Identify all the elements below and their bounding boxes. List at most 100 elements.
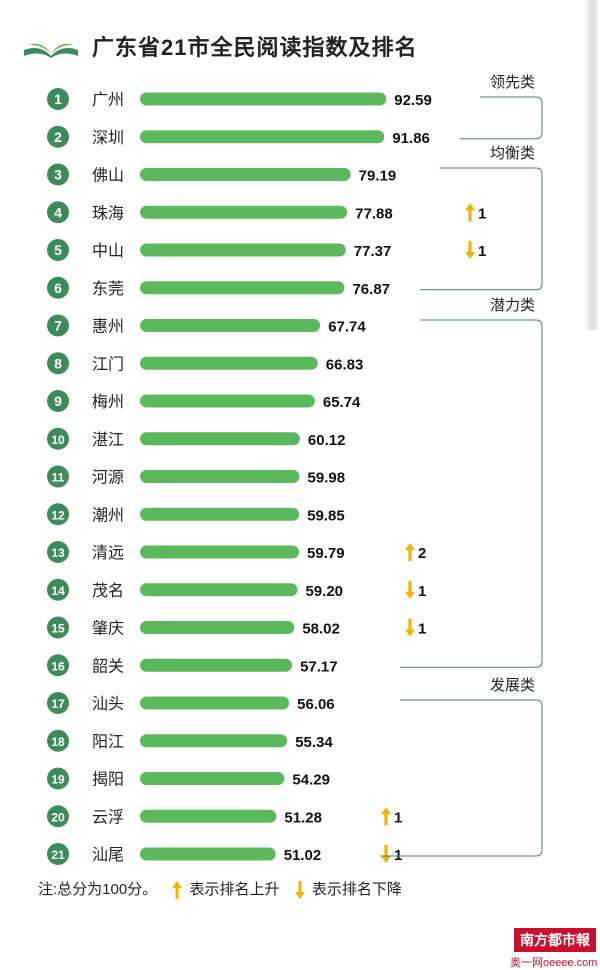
rank-number: 20 (51, 810, 65, 824)
city-label: 江门 (92, 355, 124, 373)
value-label: 60.12 (308, 432, 346, 449)
rank-number: 5 (54, 242, 62, 258)
bar (140, 319, 321, 332)
group-label: 潜力类 (490, 297, 535, 314)
rank-badge (47, 427, 69, 450)
bar (140, 356, 318, 370)
group-label: 领先类 (490, 74, 535, 91)
bar-chart: 1 广州 92.592 深圳 91.863 佛山 79.194 珠海 77.88 15 中山 77.3… (47, 74, 543, 865)
rank-change-value: 2 (418, 545, 426, 562)
value-label: 77.88 (355, 205, 393, 222)
rank-badge (47, 314, 69, 337)
city-label: 韶关 (92, 657, 124, 675)
rank-number: 21 (51, 848, 65, 862)
rank-badge (47, 616, 69, 639)
up-arrow-icon (172, 881, 183, 900)
bar (140, 809, 277, 823)
rank-number: 6 (54, 280, 62, 296)
rank-change-value: 1 (418, 621, 426, 638)
group-bracket (380, 699, 543, 857)
rank-badge (47, 239, 69, 261)
brand-watermark: 南方都市報 奥一网oeeee.com (510, 928, 598, 970)
value-label: 79.19 (359, 168, 397, 185)
city-label: 佛山 (92, 167, 124, 185)
bar (140, 470, 300, 483)
value-label: 76.87 (352, 281, 390, 298)
bar (140, 92, 387, 106)
rank-badge (47, 767, 69, 790)
bar (140, 847, 276, 861)
rank-change-value: 1 (478, 205, 486, 222)
rank-badge (47, 276, 69, 299)
city-label: 云浮 (92, 808, 124, 826)
rank-up-arrow-icon (465, 203, 475, 222)
value-label: 77.37 (354, 243, 392, 260)
rank-change-value: 1 (394, 809, 402, 826)
rank-badge (47, 805, 69, 828)
group-bracket (400, 319, 543, 668)
open-book-icon (24, 43, 78, 58)
footnote-down-label: 表示排名下降 (311, 881, 402, 898)
value-label: 67.74 (328, 319, 366, 336)
city-label: 阳江 (92, 733, 124, 751)
rank-number: 1 (54, 91, 62, 107)
brand-logo: 南方都市報 (514, 928, 596, 952)
value-label: 54.29 (292, 772, 330, 789)
rank-number: 2 (54, 129, 62, 145)
bar (140, 243, 346, 257)
bar (140, 394, 315, 408)
rank-change-value: 1 (418, 583, 426, 600)
bar (140, 432, 300, 446)
value-label: 92.59 (394, 92, 432, 109)
rank-number: 4 (54, 204, 62, 220)
rank-down-arrow-icon (381, 845, 391, 863)
rank-number: 14 (51, 584, 65, 598)
bar (140, 772, 285, 785)
rank-up-arrow-icon (381, 807, 391, 826)
city-label: 肇庆 (92, 620, 124, 638)
brand-sub: 奥一网oeeee.com (510, 957, 598, 969)
rank-number: 15 (51, 622, 65, 636)
rank-badge (47, 692, 69, 714)
rank-number: 17 (51, 697, 65, 711)
rank-badge (47, 843, 69, 865)
rank-number: 18 (51, 735, 65, 749)
bar (140, 205, 348, 219)
value-label: 58.02 (302, 621, 340, 638)
rank-badge (47, 163, 69, 186)
rank-down-arrow-icon (465, 241, 475, 259)
rank-badge (47, 541, 69, 563)
value-label: 51.28 (284, 809, 322, 826)
footnote: 注:总分为100分。 表示排名上升 表示排名下降 (38, 878, 402, 900)
footnote-prefix: 注:总分为100分。 (38, 881, 158, 898)
value-label: 55.34 (295, 734, 333, 751)
city-label: 揭阳 (92, 771, 124, 789)
bar (140, 168, 351, 181)
city-label: 茂名 (92, 582, 124, 600)
city-label: 清远 (92, 544, 124, 562)
rank-badge (47, 352, 69, 375)
value-label: 91.86 (392, 130, 430, 147)
value-label: 59.20 (305, 583, 343, 600)
rank-number: 11 (52, 471, 65, 485)
rank-badge (47, 390, 69, 412)
city-label: 湛江 (92, 431, 124, 449)
city-label: 潮州 (92, 506, 124, 524)
city-label: 河源 (92, 469, 124, 487)
bar (140, 583, 298, 597)
city-label: 深圳 (92, 129, 124, 147)
rank-number: 13 (51, 546, 65, 560)
bar (140, 281, 345, 295)
rank-number: 9 (54, 393, 62, 409)
city-label: 汕头 (92, 695, 124, 713)
rank-badge (47, 465, 69, 488)
rank-down-arrow-icon (405, 618, 415, 637)
value-label: 59.98 (308, 470, 346, 487)
city-label: 珠海 (92, 204, 124, 222)
rank-number: 12 (51, 508, 65, 522)
bar (140, 507, 300, 521)
rank-number: 3 (54, 167, 62, 183)
city-label: 广州 (92, 91, 124, 109)
bar (140, 130, 385, 144)
value-label: 59.85 (307, 507, 345, 524)
